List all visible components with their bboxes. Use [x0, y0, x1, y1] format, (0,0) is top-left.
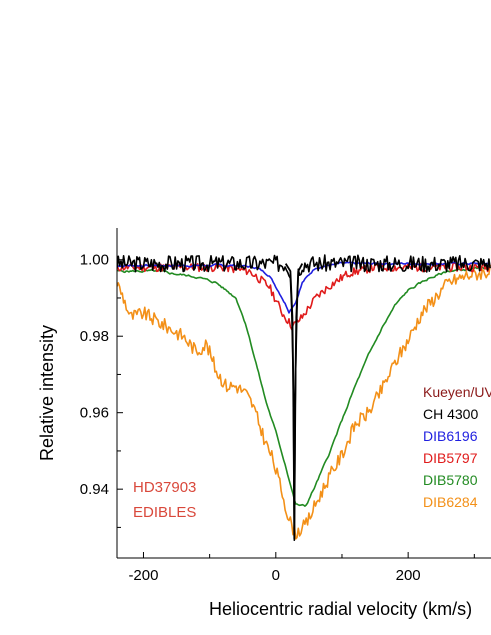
- x-tick-label: -200: [128, 567, 158, 584]
- series-layer: [117, 254, 491, 541]
- y-tick-label: 1.00: [80, 252, 109, 269]
- x-tick-label: 0: [272, 567, 280, 584]
- y-tick-label: 0.98: [80, 328, 109, 345]
- series-line-dib6284: [117, 264, 491, 540]
- star-annotation: HD37903 EDIBLES: [133, 479, 196, 521]
- y-axis-title: Relative intensity: [37, 325, 57, 461]
- legend: Kueyen/UV CH 4300 DIB6196 DIB5797 DIB5780 DIB…: [423, 384, 491, 510]
- legend-entry: DIB6196: [423, 428, 478, 444]
- legend-title: Kueyen/UV: [423, 384, 491, 400]
- series-line-dib5780: [117, 265, 491, 507]
- y-tick-label: 0.94: [80, 481, 109, 498]
- x-axis-title: Heliocentric radial velocity (km/s): [209, 599, 472, 619]
- series-line-ch-4300-core: [284, 263, 304, 539]
- series-line-ch-4300: [117, 254, 491, 541]
- ticks-layer: -200 0 200 0.94 0.96 0.98 1.00: [80, 252, 475, 584]
- x-tick-label: 200: [396, 567, 421, 584]
- star-name-label: HD37903: [133, 479, 196, 496]
- y-tick-label: 0.96: [80, 405, 109, 422]
- legend-entry: DIB6284: [423, 494, 478, 510]
- series-line-dib6196: [117, 261, 491, 314]
- legend-entry: CH 4300: [423, 406, 478, 422]
- survey-name-label: EDIBLES: [133, 504, 196, 521]
- legend-entry: DIB5797: [423, 450, 478, 466]
- legend-entry: DIB5780: [423, 472, 478, 488]
